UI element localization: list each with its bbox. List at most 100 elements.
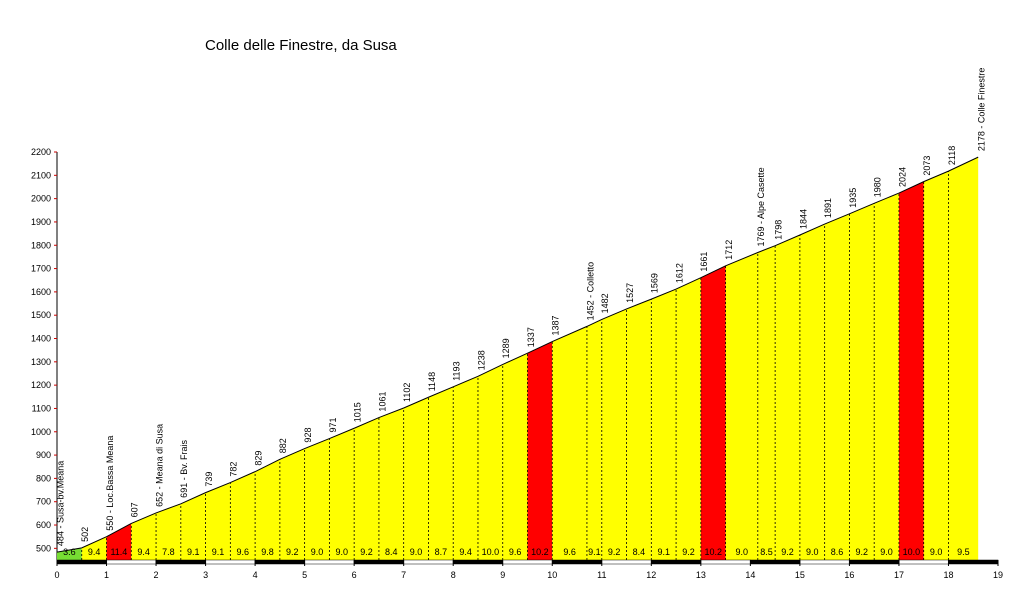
x-tick-label: 0 <box>54 570 59 580</box>
gradient-label: 9.2 <box>286 547 299 557</box>
x-tick-label: 7 <box>401 570 406 580</box>
gradient-label: 9.2 <box>856 547 869 557</box>
point-label: 1980 <box>873 177 883 197</box>
y-tick-label: 600 <box>36 520 51 530</box>
profile-segment <box>57 547 82 560</box>
gradient-label: 9.1 <box>187 547 200 557</box>
point-label: 1387 <box>551 316 561 336</box>
x-tick-label: 13 <box>696 570 706 580</box>
x-tick-label: 19 <box>993 570 1003 580</box>
gradient-label: 9.0 <box>806 547 819 557</box>
profile-segment <box>403 397 429 560</box>
gradient-label: 9.2 <box>360 547 373 557</box>
x-tick-label: 11 <box>597 570 606 580</box>
profile-segment <box>676 277 701 560</box>
x-tick-label: 17 <box>894 570 904 580</box>
point-label: 928 <box>303 428 313 443</box>
x-axis-band <box>651 559 702 565</box>
x-tick-label: 4 <box>253 570 258 580</box>
profile-segment <box>586 319 602 560</box>
y-tick-label: 700 <box>36 497 51 507</box>
y-tick-label: 1800 <box>31 240 51 250</box>
y-tick-label: 500 <box>36 543 51 553</box>
point-label: 1238 <box>476 350 486 370</box>
point-label: 652 - Meana di Susa <box>154 424 164 507</box>
x-tick-label: 10 <box>547 570 557 580</box>
x-axis-band <box>700 559 751 565</box>
point-label: 2024 <box>897 167 907 187</box>
point-label: 739 <box>204 472 214 487</box>
x-axis-band <box>353 559 404 565</box>
gradient-label: 10.2 <box>704 547 722 557</box>
gradient-label: 10.2 <box>531 547 549 557</box>
gradient-label: 8.5 <box>760 547 773 557</box>
gradient-label: 9.0 <box>410 547 423 557</box>
x-axis-band <box>205 559 256 565</box>
point-label: 1844 <box>798 209 808 229</box>
point-label: 1712 <box>724 240 734 260</box>
profile-segment <box>428 386 454 560</box>
point-label: 502 <box>80 527 90 542</box>
profile-segment <box>230 471 256 560</box>
profile-segment <box>131 512 157 560</box>
point-label: 1193 <box>452 361 462 380</box>
profile-segment <box>552 326 587 560</box>
gradient-label: 9.0 <box>880 547 893 557</box>
gradient-label: 9.6 <box>236 547 249 557</box>
y-tick-label: 1600 <box>31 287 51 297</box>
gradient-label: 9.2 <box>608 547 621 557</box>
gradient-label: 9.2 <box>781 547 794 557</box>
x-axis-band <box>452 559 503 565</box>
x-tick-label: 14 <box>745 570 755 580</box>
gradient-label: 3.6 <box>63 547 76 557</box>
gradient-label: 9.1 <box>212 547 225 557</box>
x-axis-band <box>106 559 157 565</box>
profile-segment <box>651 289 677 560</box>
profile-segment <box>626 299 652 560</box>
profile-segment <box>725 252 758 561</box>
chart-title: Colle delle Finestre, da Susa <box>205 37 397 54</box>
point-label: 1102 <box>402 383 412 402</box>
x-axis-band <box>155 559 206 565</box>
x-axis-band <box>750 559 801 565</box>
x-tick-label: 5 <box>302 570 307 580</box>
gradient-label: 9.6 <box>563 547 576 557</box>
x-axis-band <box>304 559 355 565</box>
gradient-label: 9.1 <box>588 547 601 557</box>
gradient-label: 9.2 <box>682 547 695 557</box>
profile-segment <box>255 459 280 560</box>
profile-segment <box>601 308 627 560</box>
gradient-label: 9.4 <box>88 547 101 557</box>
profile-segment <box>304 438 330 560</box>
point-label: 882 <box>278 438 288 453</box>
point-label: 1798 <box>774 220 784 240</box>
x-axis-band <box>56 559 107 565</box>
profile-segment <box>775 234 800 561</box>
x-tick-label: 6 <box>352 570 357 580</box>
point-label: 1289 <box>501 338 511 358</box>
x-axis-band <box>502 559 553 565</box>
x-axis-band <box>849 559 900 565</box>
x-tick-label: 16 <box>844 570 854 580</box>
point-label: 2178 - Colle Finestre <box>977 68 987 152</box>
point-label: 1482 <box>600 293 610 313</box>
gradient-label: 9.0 <box>336 547 349 557</box>
profile-segment <box>849 203 875 560</box>
profile-segment <box>700 265 726 560</box>
point-label: 782 <box>229 462 239 477</box>
y-tick-label: 1300 <box>31 357 51 367</box>
point-label: 1061 <box>377 392 387 412</box>
point-label: 1891 <box>823 198 833 218</box>
y-tick-label: 800 <box>36 473 51 483</box>
point-label: 1452 - Colletto <box>585 262 595 321</box>
x-tick-label: 2 <box>154 570 159 580</box>
gradient-label: 9.5 <box>957 547 970 557</box>
point-label: 484 - Susa-bv.Meana <box>55 461 65 546</box>
profile-segment <box>279 448 305 560</box>
x-axis-band <box>601 559 652 565</box>
point-label: 691 - Bv. Frais <box>179 439 189 497</box>
gradient-label: 9.4 <box>137 547 150 557</box>
gradient-label: 8.6 <box>831 547 844 557</box>
x-tick-label: 9 <box>500 570 505 580</box>
